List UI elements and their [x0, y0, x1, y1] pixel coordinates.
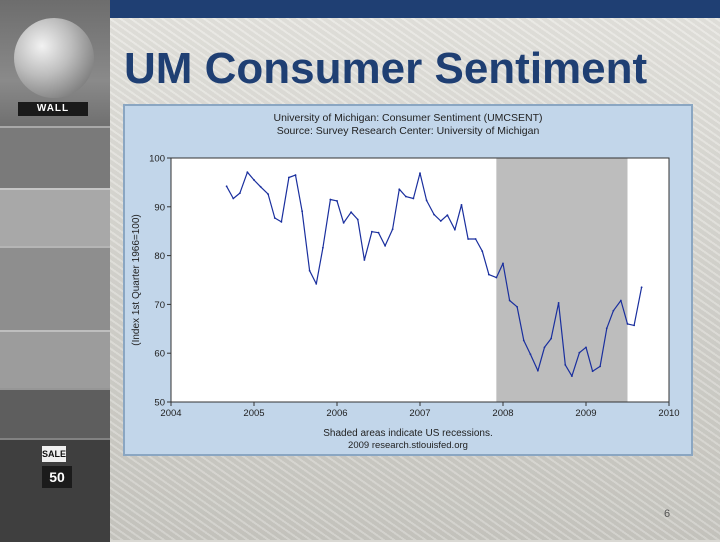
y-tick-label: 70 — [154, 300, 165, 311]
data-point — [267, 193, 270, 196]
data-point — [585, 346, 587, 349]
data-point — [481, 250, 484, 253]
data-point — [225, 185, 228, 188]
y-tick-label: 100 — [149, 154, 165, 165]
data-point — [633, 324, 636, 327]
y-tick-label: 60 — [154, 349, 165, 360]
data-point — [308, 269, 311, 272]
data-point — [467, 238, 470, 240]
data-point — [384, 244, 387, 247]
data-point — [487, 273, 490, 276]
data-point — [294, 174, 297, 176]
x-tick-label: 2009 — [575, 408, 596, 419]
slide-title: UM Consumer Sentiment — [124, 44, 648, 93]
chart-copyright: 2009 research.stlouisfed.org — [348, 440, 468, 451]
data-point — [404, 195, 407, 198]
chart-subtitle: Source: Survey Research Center: Universi… — [276, 125, 540, 137]
wall-street-sign: WALL — [18, 102, 88, 116]
federal-building-image — [0, 330, 110, 388]
shipping-containers-image — [0, 126, 110, 188]
data-point — [433, 213, 436, 216]
x-tick-label: 2007 — [409, 408, 430, 419]
data-point — [419, 172, 421, 175]
chart-container: University of Michigan: Consumer Sentime… — [123, 104, 693, 456]
globe-image — [14, 18, 94, 98]
y-axis-label: (Index 1st Quarter 1966=100) — [131, 214, 142, 345]
data-point — [543, 346, 546, 349]
sale-sign: SALE — [42, 446, 66, 462]
data-point — [273, 217, 276, 219]
data-point — [321, 246, 324, 249]
data-point — [377, 231, 380, 234]
stock-exchange-image — [0, 388, 110, 438]
data-point — [570, 375, 573, 378]
x-tick-label: 2010 — [658, 408, 679, 419]
data-point — [232, 197, 235, 200]
data-point — [474, 238, 477, 240]
data-point — [599, 365, 602, 368]
data-point — [287, 176, 290, 179]
data-point — [253, 179, 255, 181]
data-point — [591, 370, 594, 373]
data-point — [522, 339, 525, 342]
data-point — [439, 220, 442, 222]
data-point — [301, 210, 304, 213]
currency-image — [0, 188, 110, 246]
data-point — [425, 199, 428, 202]
x-tick-label: 2004 — [160, 408, 181, 419]
chart-title: University of Michigan: Consumer Sentime… — [273, 112, 543, 124]
data-point — [259, 185, 262, 188]
data-point — [626, 323, 629, 325]
y-tick-label: 50 — [154, 398, 165, 409]
recession-shading — [496, 158, 628, 402]
data-point — [356, 218, 359, 221]
photo-collage: WALL SALE 50 — [0, 0, 110, 542]
y-tick-label: 80 — [154, 251, 165, 262]
header-bar — [110, 0, 720, 18]
data-point — [640, 286, 643, 289]
data-point — [516, 305, 519, 308]
discount-sign: 50 — [42, 466, 72, 488]
data-point — [412, 197, 415, 200]
data-point — [557, 302, 560, 304]
data-point — [370, 230, 373, 233]
page-number: 6 — [664, 508, 671, 520]
data-point — [398, 188, 401, 191]
recession-note: Shaded areas indicate US recessions. — [323, 428, 493, 439]
data-point — [329, 198, 332, 201]
data-point — [612, 309, 615, 312]
data-point — [446, 214, 449, 216]
data-point — [578, 351, 581, 354]
data-point — [391, 228, 394, 231]
data-point — [246, 171, 249, 174]
data-point — [336, 200, 338, 202]
data-point — [280, 221, 283, 223]
data-point — [495, 276, 498, 279]
data-point — [342, 222, 345, 224]
data-point — [619, 299, 622, 302]
data-point — [453, 228, 456, 231]
x-tick-label: 2005 — [243, 408, 264, 419]
data-point — [238, 192, 241, 195]
data-point — [315, 283, 318, 285]
data-point — [564, 364, 567, 366]
x-tick-label: 2006 — [326, 408, 347, 419]
y-tick-label: 90 — [154, 202, 165, 213]
construction-workers-image — [0, 246, 110, 330]
data-point — [350, 211, 353, 214]
data-point — [502, 262, 504, 265]
data-point — [508, 299, 511, 302]
data-point — [605, 327, 608, 330]
data-point — [536, 369, 539, 372]
x-tick-label: 2008 — [492, 408, 513, 419]
data-point — [550, 337, 553, 340]
data-point — [529, 353, 532, 356]
data-point — [363, 259, 366, 261]
data-point — [460, 203, 463, 206]
